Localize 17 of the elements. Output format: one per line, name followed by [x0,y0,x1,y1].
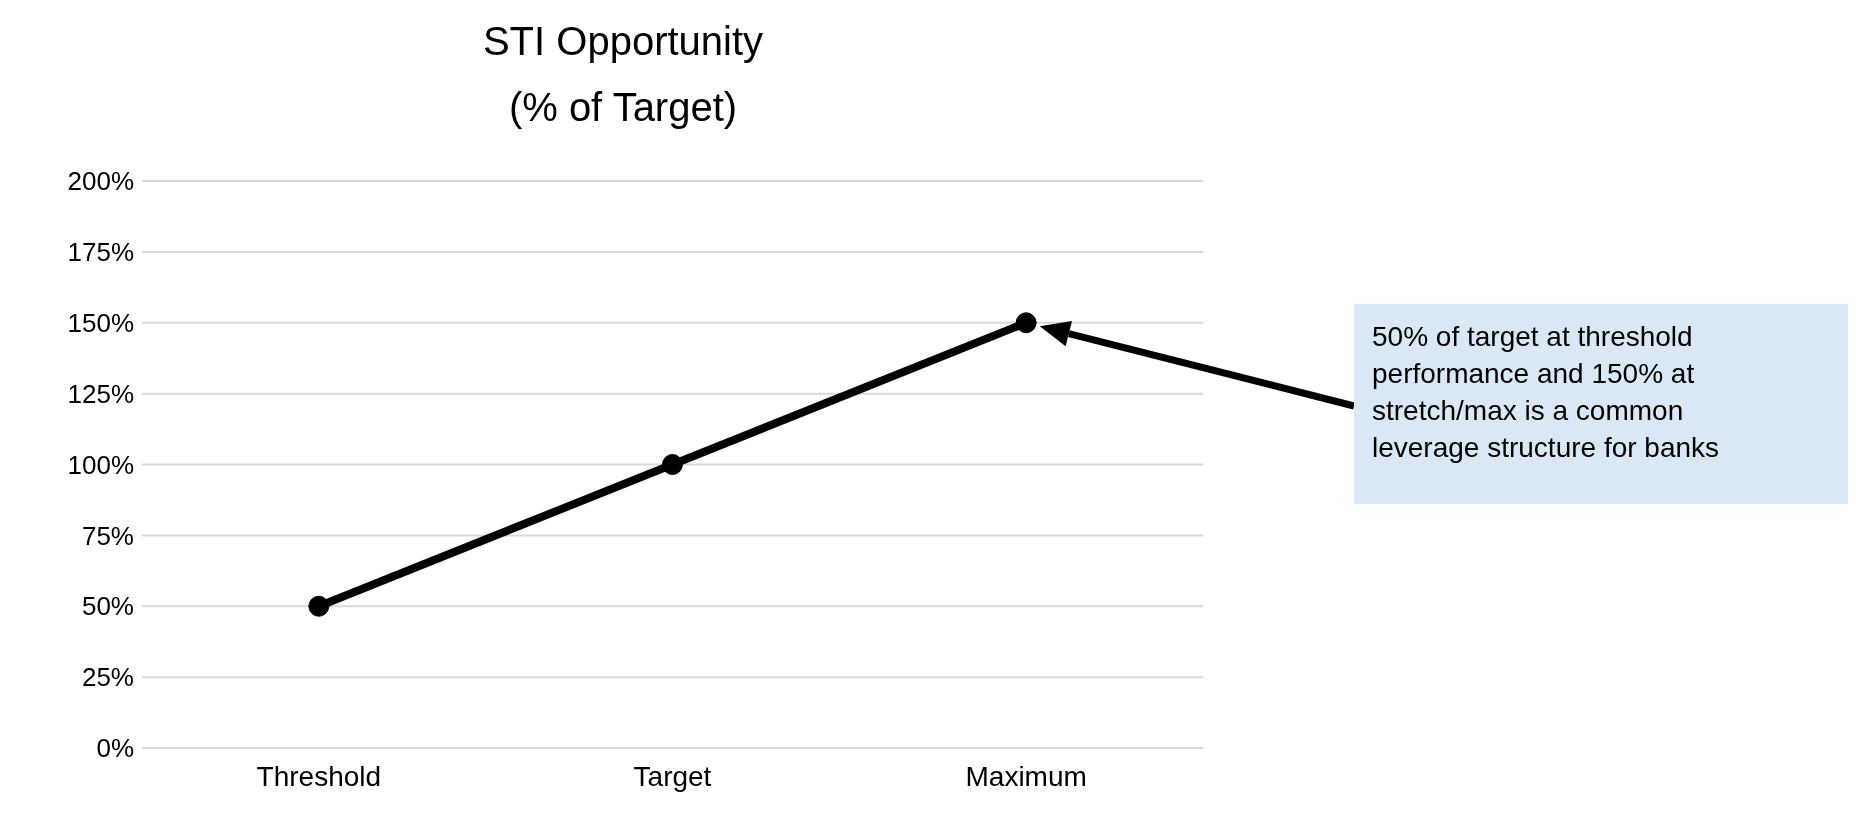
x-tick-label: Threshold [256,760,382,792]
y-tick-label: 75% [81,520,134,551]
y-tick-label: 25% [81,662,134,693]
point [1015,312,1037,334]
point [662,454,683,475]
y-tick-label: 200% [67,166,134,197]
y-tick-label: 50% [81,591,134,622]
x-tick-label: Target [633,760,712,792]
point [308,595,330,617]
y-tick-label: 175% [67,237,134,268]
chart-title: STI Opportunity (% of Target) [481,18,765,131]
text: 50% of target at threshold performance and 150% at stretch/max is a common leverage structure for banks [1354,304,1848,504]
y-tick-label: 100% [67,449,134,480]
y-tick-label: 150% [67,307,134,338]
y-tick-label: 125% [67,378,134,409]
x-tick-label: Maximum [965,760,1087,792]
y-tick-label: 0% [96,733,134,764]
